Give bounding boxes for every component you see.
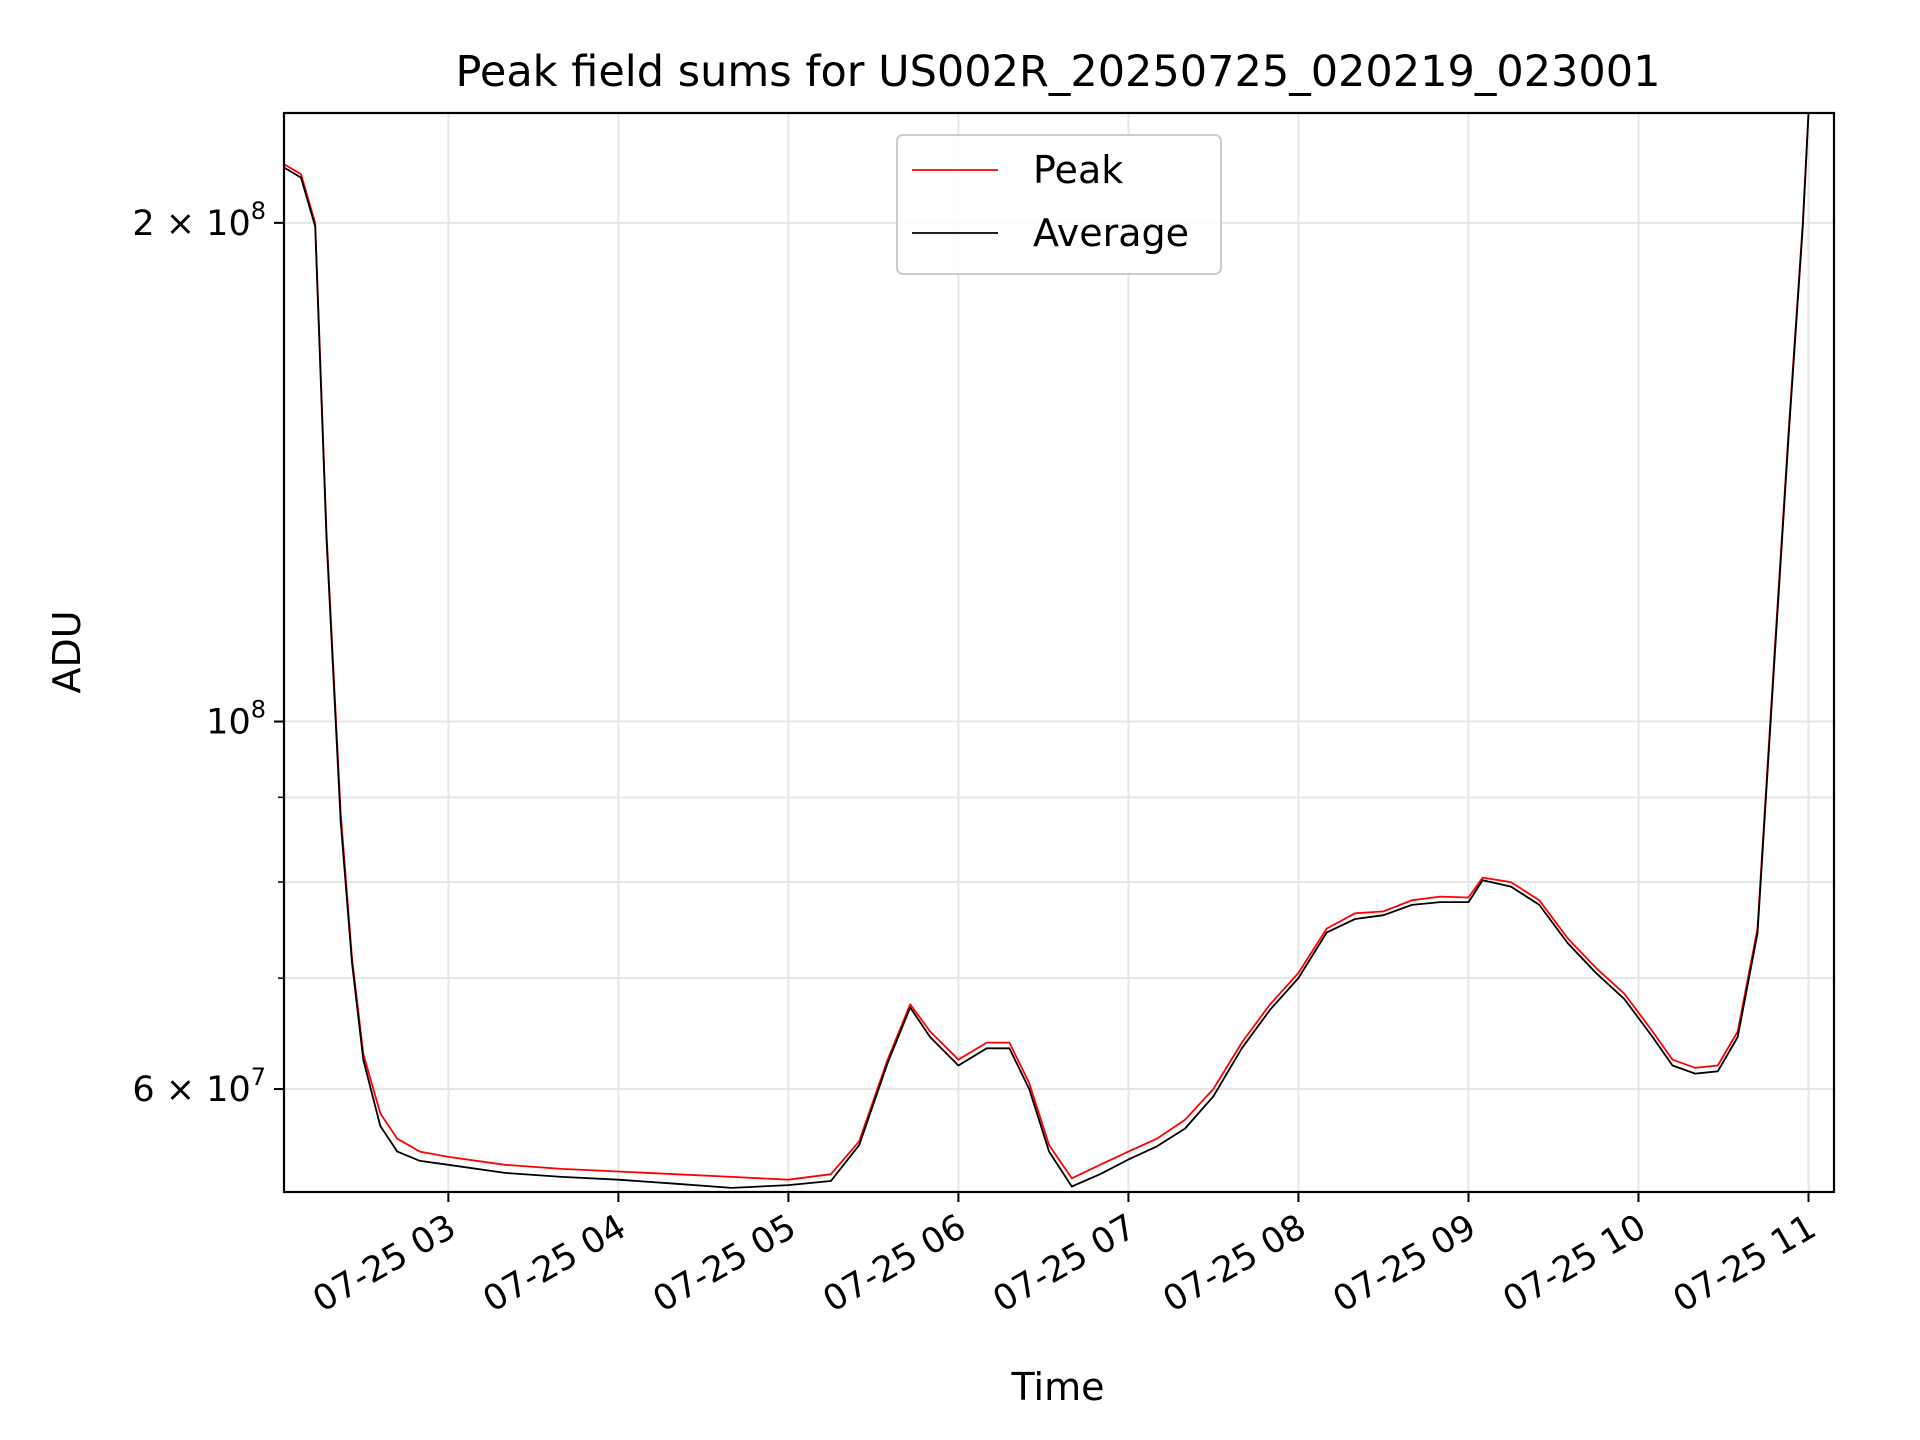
legend-label-peak: Peak: [1033, 148, 1123, 192]
series-line-average: [284, 113, 1810, 1189]
y-tick-label: 6 × 107: [132, 1063, 266, 1110]
y-axis-label: ADU: [45, 610, 89, 693]
y-axis: 6 × 107 108 2 × 108: [132, 197, 284, 1110]
chart-title: Peak field sums for US002R_20250725_0202…: [455, 47, 1660, 97]
legend-label-average: Average: [1033, 211, 1189, 255]
x-axis-label: Time: [1011, 1365, 1105, 1409]
y-tick-label: 2 × 108: [132, 197, 266, 244]
legend: Peak Average: [896, 134, 1222, 275]
series-line-peak: [284, 113, 1810, 1181]
axes-frame: [282, 111, 1836, 1194]
plot-area: [284, 113, 1810, 1189]
y-tick-label: 108: [206, 696, 266, 743]
